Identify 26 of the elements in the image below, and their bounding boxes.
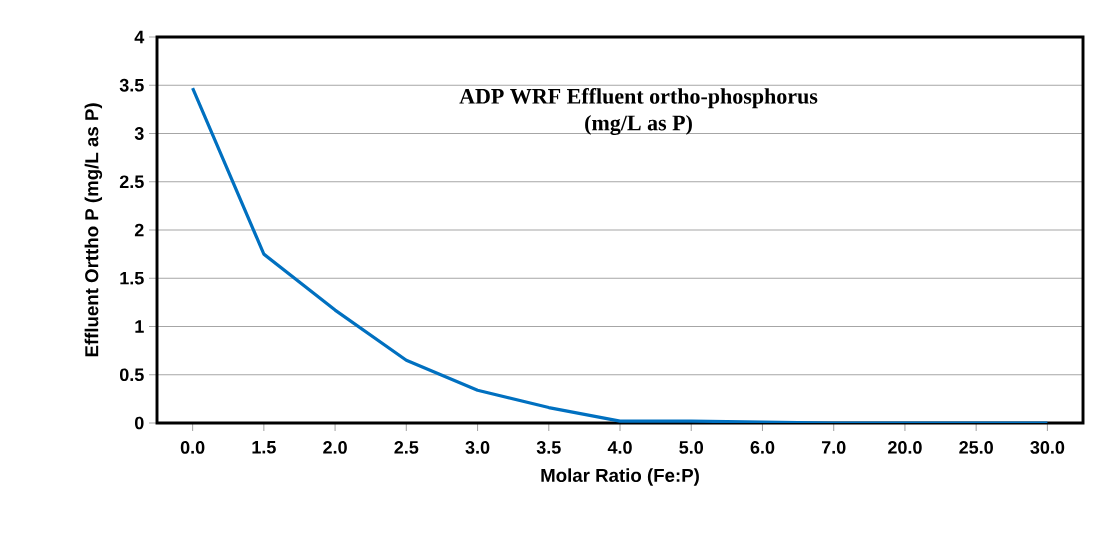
text: ADP WRF Effluent ortho-phosphorus	[459, 88, 818, 109]
y-axis-title: Effluent Orttho P (mg/L as P)	[84, 103, 103, 357]
x-tick-label: 4.0	[607, 441, 632, 454]
x-tick-label: 20.0	[888, 441, 922, 454]
y-tick-label: 3.5	[119, 78, 144, 92]
x-tick-label: 0.0	[180, 441, 205, 454]
x-tick-label: 25.0	[959, 441, 993, 454]
y-tick-label: 0	[134, 416, 144, 430]
y-tick-label: 2.5	[119, 175, 144, 189]
x-tick-label: 30.0	[1030, 441, 1065, 454]
text: (mg/L as P)	[585, 114, 692, 136]
y-tick-label: 1	[135, 320, 144, 333]
y-tick-label: 4	[134, 30, 145, 44]
y-tick-label: 3	[134, 127, 144, 140]
x-axis-title: Molar Ratio (Fe:P)	[541, 468, 699, 486]
x-tick-label: 3.0	[465, 441, 490, 454]
x-tick-label: 6.0	[750, 441, 775, 454]
x-tick-label: 2.0	[323, 441, 347, 454]
x-tick-label: 7.0	[821, 441, 846, 454]
y-tick-label: 0.5	[119, 368, 144, 382]
y-tick-label: 1.5	[120, 271, 144, 285]
x-tick-label: 1.5	[252, 441, 276, 454]
x-tick-label: 3.5	[536, 441, 561, 454]
x-tick-label: 5.0	[679, 441, 704, 454]
x-tick-label: 2.5	[394, 441, 419, 454]
y-tick-label: 2	[134, 223, 144, 237]
